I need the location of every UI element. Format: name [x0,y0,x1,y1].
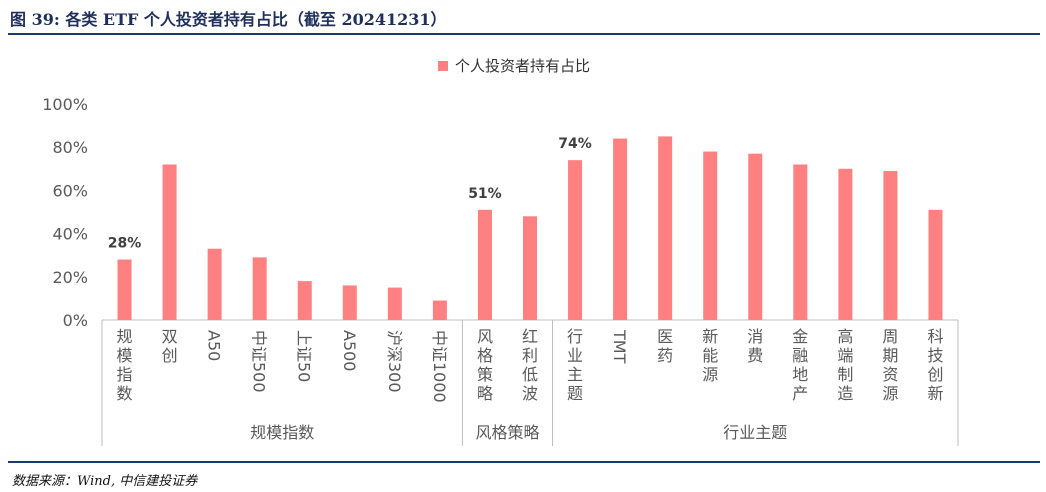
bar [613,138,628,320]
x-tick-label: A500 [340,330,359,371]
x-tick-label: 双创 [162,327,178,365]
bar [703,151,718,320]
top-rule [8,33,1040,35]
legend-swatch [438,61,448,71]
x-tick-label: 高端制造 [837,327,853,403]
group-label: 行业主题 [723,423,787,442]
group-label: 风格策略 [475,423,539,442]
x-tick-label: 沪深300 [385,330,404,393]
bar [928,209,943,320]
bar [568,160,583,320]
x-tick-label: 医药 [657,327,673,365]
x-tick-label: TMT [610,329,629,364]
bar [387,287,402,320]
data-label: 28% [108,236,142,252]
bar [162,164,177,320]
x-tick-label: 科技创新 [927,327,943,403]
bottom-rule [8,461,1040,463]
y-tick-label: 40% [52,225,88,244]
bar [477,209,492,320]
x-tick-label: 规模指数 [117,327,133,403]
x-tick-label: A50 [205,330,224,361]
y-tick-label: 60% [52,181,88,200]
bar [658,136,673,320]
x-tick-label: 行业主题 [567,327,583,403]
bar [117,259,132,320]
bar [793,164,808,320]
x-tick-label: 金融地产 [792,327,808,403]
data-source: 数据来源：Wind, 中信建投证券 [12,474,198,489]
data-label: 51% [468,186,502,202]
bar [523,216,537,320]
group-label: 规模指数 [250,423,314,442]
bar [252,257,267,320]
x-tick-label: 上证50 [295,330,314,382]
x-tick-label: 中证1000 [430,330,449,403]
x-tick-label: 消费 [747,327,763,365]
y-tick-label: 20% [52,268,88,287]
x-tick-label: 中证500 [250,330,269,393]
y-tick-label: 80% [52,138,88,157]
bar [342,285,357,320]
x-tick-label: 红利低波 [522,327,538,403]
bar [432,300,447,320]
bar [748,153,763,320]
y-tick-label: 0% [63,311,88,330]
bar [883,170,898,320]
figure-title: 图 39: 各类 ETF 个人投资者持有占比（截至 20241231） [10,10,447,29]
x-tick-label: 新能源 [702,327,718,384]
x-tick-label: 周期资源 [882,327,898,403]
bar [207,248,222,320]
x-tick-label: 风格策略 [477,327,493,403]
y-tick-label: 100% [42,95,88,114]
bar [838,168,853,320]
data-label: 74% [558,136,592,152]
bar [297,281,312,320]
legend-label: 个人投资者持有占比 [455,57,590,75]
